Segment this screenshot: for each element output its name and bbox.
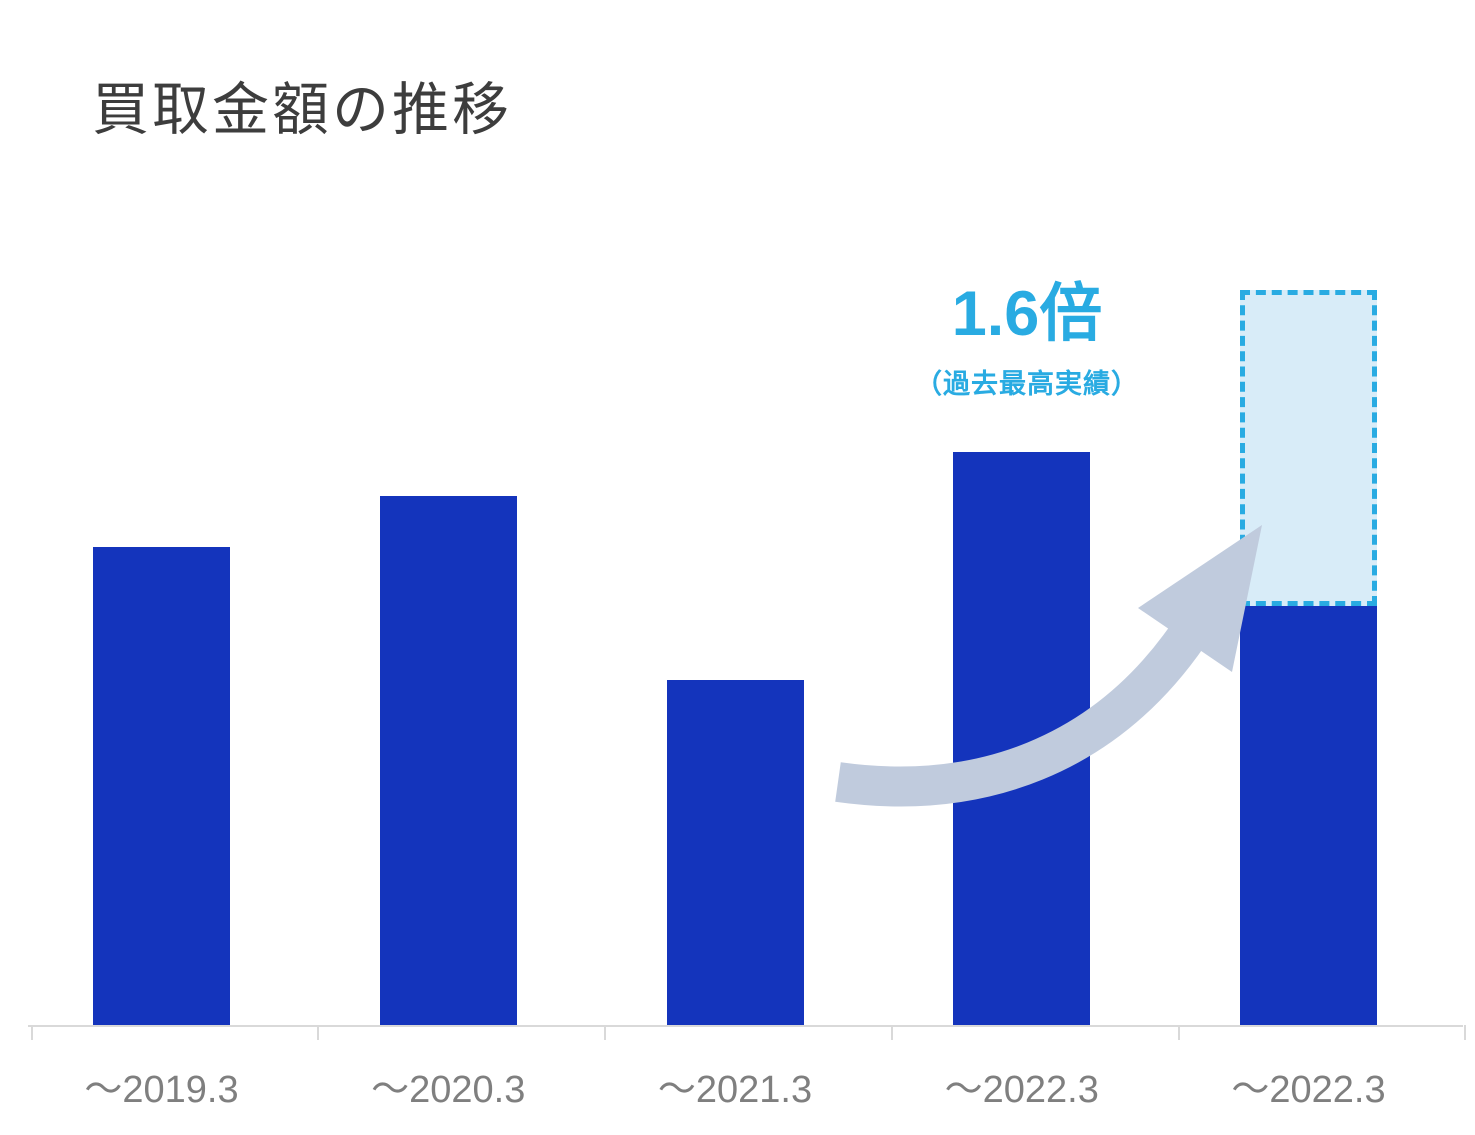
x-axis-tick xyxy=(604,1025,606,1040)
bar xyxy=(1240,606,1377,1025)
bar xyxy=(953,452,1091,1025)
x-axis-tick xyxy=(30,1025,33,1040)
x-axis-label: 〜2020.3 xyxy=(371,1069,526,1111)
x-axis-label: 〜2022.3 xyxy=(944,1069,1099,1111)
bar xyxy=(379,496,517,1025)
chart-title: 買取金額の推移 xyxy=(92,78,512,142)
bar xyxy=(93,547,230,1025)
growth-annotation: 1.6倍 （過去最高実績） xyxy=(877,283,1177,401)
projected-bar-outline xyxy=(1240,290,1377,606)
x-axis-label: 〜2019.3 xyxy=(84,1069,239,1111)
x-axis-label: 〜2021.3 xyxy=(657,1069,813,1111)
x-axis-tick xyxy=(317,1025,320,1040)
bar xyxy=(666,680,804,1025)
growth-note-label: （過去最高実績） xyxy=(915,369,1139,399)
growth-multiplier-label: 1.6倍 xyxy=(951,279,1103,349)
x-axis-label: 〜2022.3 xyxy=(1231,1069,1386,1111)
x-axis-tick xyxy=(1464,1025,1467,1040)
x-axis-tick xyxy=(890,1025,893,1040)
x-axis-line xyxy=(28,1025,1463,1027)
x-axis-tick xyxy=(1177,1025,1180,1040)
